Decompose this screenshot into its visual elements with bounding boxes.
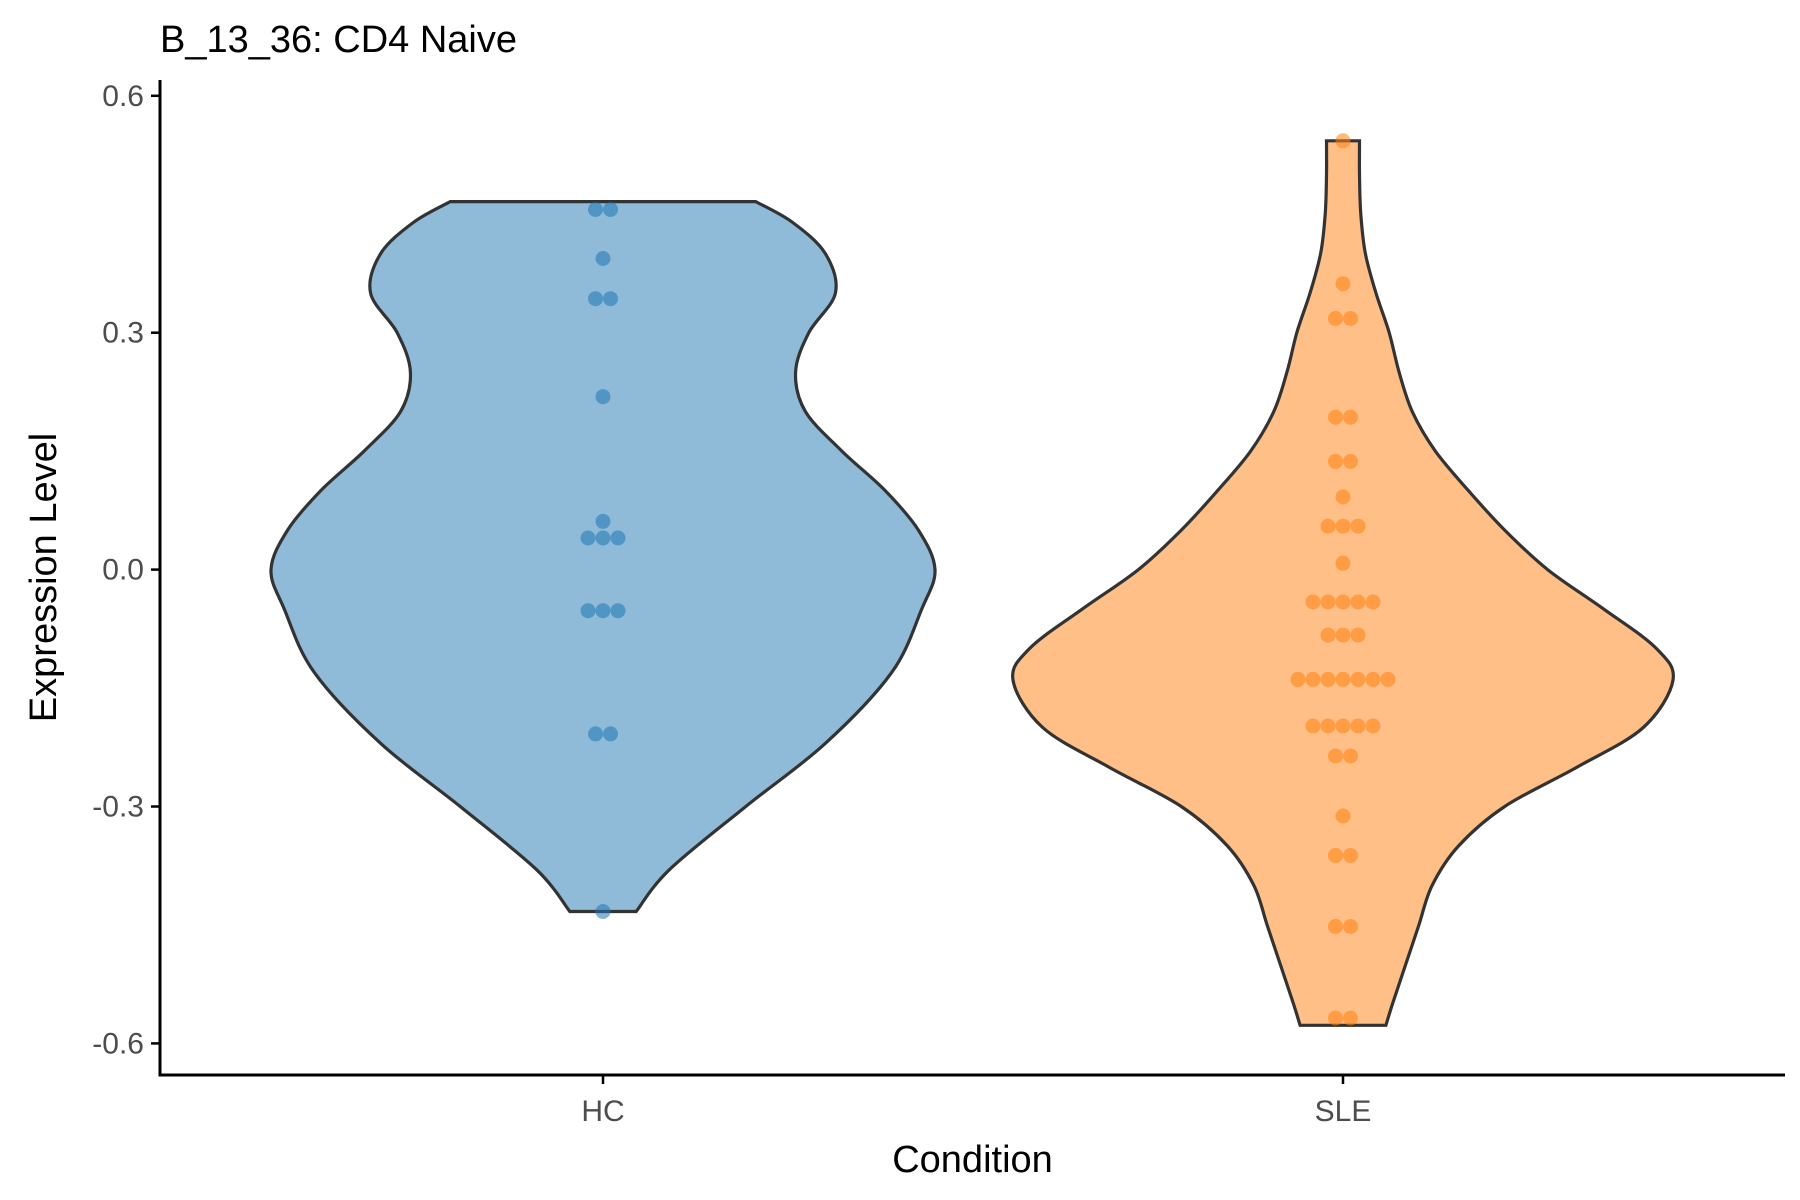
data-point-sle xyxy=(1328,748,1343,764)
data-point-sle xyxy=(1320,594,1336,610)
data-point-sle xyxy=(1350,671,1366,687)
data-point-sle xyxy=(1335,718,1351,734)
data-point-sle xyxy=(1335,808,1351,824)
data-point-hc xyxy=(588,202,603,217)
y-tick-label: 0.0 xyxy=(102,554,144,587)
violin-sle xyxy=(1011,139,1675,1027)
data-point-sle xyxy=(1365,671,1381,687)
data-point-sle xyxy=(1343,453,1358,469)
y-tick-label: 0.6 xyxy=(102,80,144,113)
data-point-sle xyxy=(1350,718,1366,734)
data-point-sle xyxy=(1350,594,1366,610)
x-tick-label: HC xyxy=(581,1095,624,1128)
data-point-sle xyxy=(1343,311,1358,326)
data-point-sle xyxy=(1290,671,1306,687)
data-point-hc xyxy=(595,389,611,405)
data-point-sle xyxy=(1365,594,1381,610)
data-point-sle xyxy=(1328,311,1343,326)
data-point-sle xyxy=(1328,409,1343,425)
data-point-sle xyxy=(1320,627,1336,643)
data-point-sle xyxy=(1328,453,1343,469)
data-point-sle xyxy=(1320,671,1336,687)
data-point-sle xyxy=(1343,848,1358,863)
data-point-hc xyxy=(610,530,626,546)
x-tick-label: SLE xyxy=(1315,1095,1372,1128)
data-point-sle xyxy=(1305,671,1321,687)
violin-hc xyxy=(269,200,937,914)
data-point-hc xyxy=(588,291,603,307)
data-point-hc xyxy=(580,603,596,619)
data-point-hc xyxy=(580,530,596,546)
data-point-sle xyxy=(1350,518,1366,534)
data-point-sle xyxy=(1328,848,1343,863)
data-point-sle xyxy=(1305,594,1321,610)
y-axis-title: Expression Level xyxy=(23,433,65,722)
data-point-sle xyxy=(1335,594,1351,610)
data-point-sle xyxy=(1365,718,1381,734)
data-point-hc xyxy=(595,513,611,529)
data-point-sle xyxy=(1328,919,1343,934)
y-tick-label: -0.3 xyxy=(92,791,144,824)
data-point-sle xyxy=(1335,627,1351,643)
data-point-sle xyxy=(1380,671,1396,687)
data-point-hc xyxy=(588,726,603,742)
data-point-hc xyxy=(595,904,611,919)
data-point-hc xyxy=(603,202,618,217)
data-point-hc xyxy=(603,726,618,742)
data-point-sle xyxy=(1320,718,1336,734)
chart-title: B_13_36: CD4 Naive xyxy=(160,19,517,61)
data-point-sle xyxy=(1335,671,1351,687)
data-point-hc xyxy=(603,291,618,307)
data-point-sle xyxy=(1335,489,1351,505)
data-point-sle xyxy=(1350,627,1366,643)
data-point-sle xyxy=(1343,409,1358,425)
data-point-sle xyxy=(1305,718,1321,734)
data-point-sle xyxy=(1343,748,1358,764)
data-point-sle xyxy=(1335,555,1351,571)
data-point-hc xyxy=(595,251,611,266)
axes: -0.6 -0.3 0.0 0.3 0.6 HC SLE xyxy=(92,80,1785,1128)
violins-layer xyxy=(269,139,1675,1027)
data-point-hc xyxy=(610,603,626,619)
data-point-sle xyxy=(1320,518,1336,534)
data-point-sle xyxy=(1343,1010,1358,1026)
data-point-sle xyxy=(1335,133,1351,149)
data-point-sle xyxy=(1335,518,1351,534)
data-point-sle xyxy=(1328,1010,1343,1026)
data-point-hc xyxy=(595,530,611,546)
points-layer xyxy=(580,133,1396,1026)
data-point-sle xyxy=(1335,276,1351,292)
data-point-hc xyxy=(595,603,611,619)
y-tick-label: -0.6 xyxy=(92,1027,144,1060)
data-point-sle xyxy=(1343,919,1358,934)
y-tick-label: 0.3 xyxy=(102,317,144,350)
x-axis-title: Condition xyxy=(892,1139,1053,1181)
